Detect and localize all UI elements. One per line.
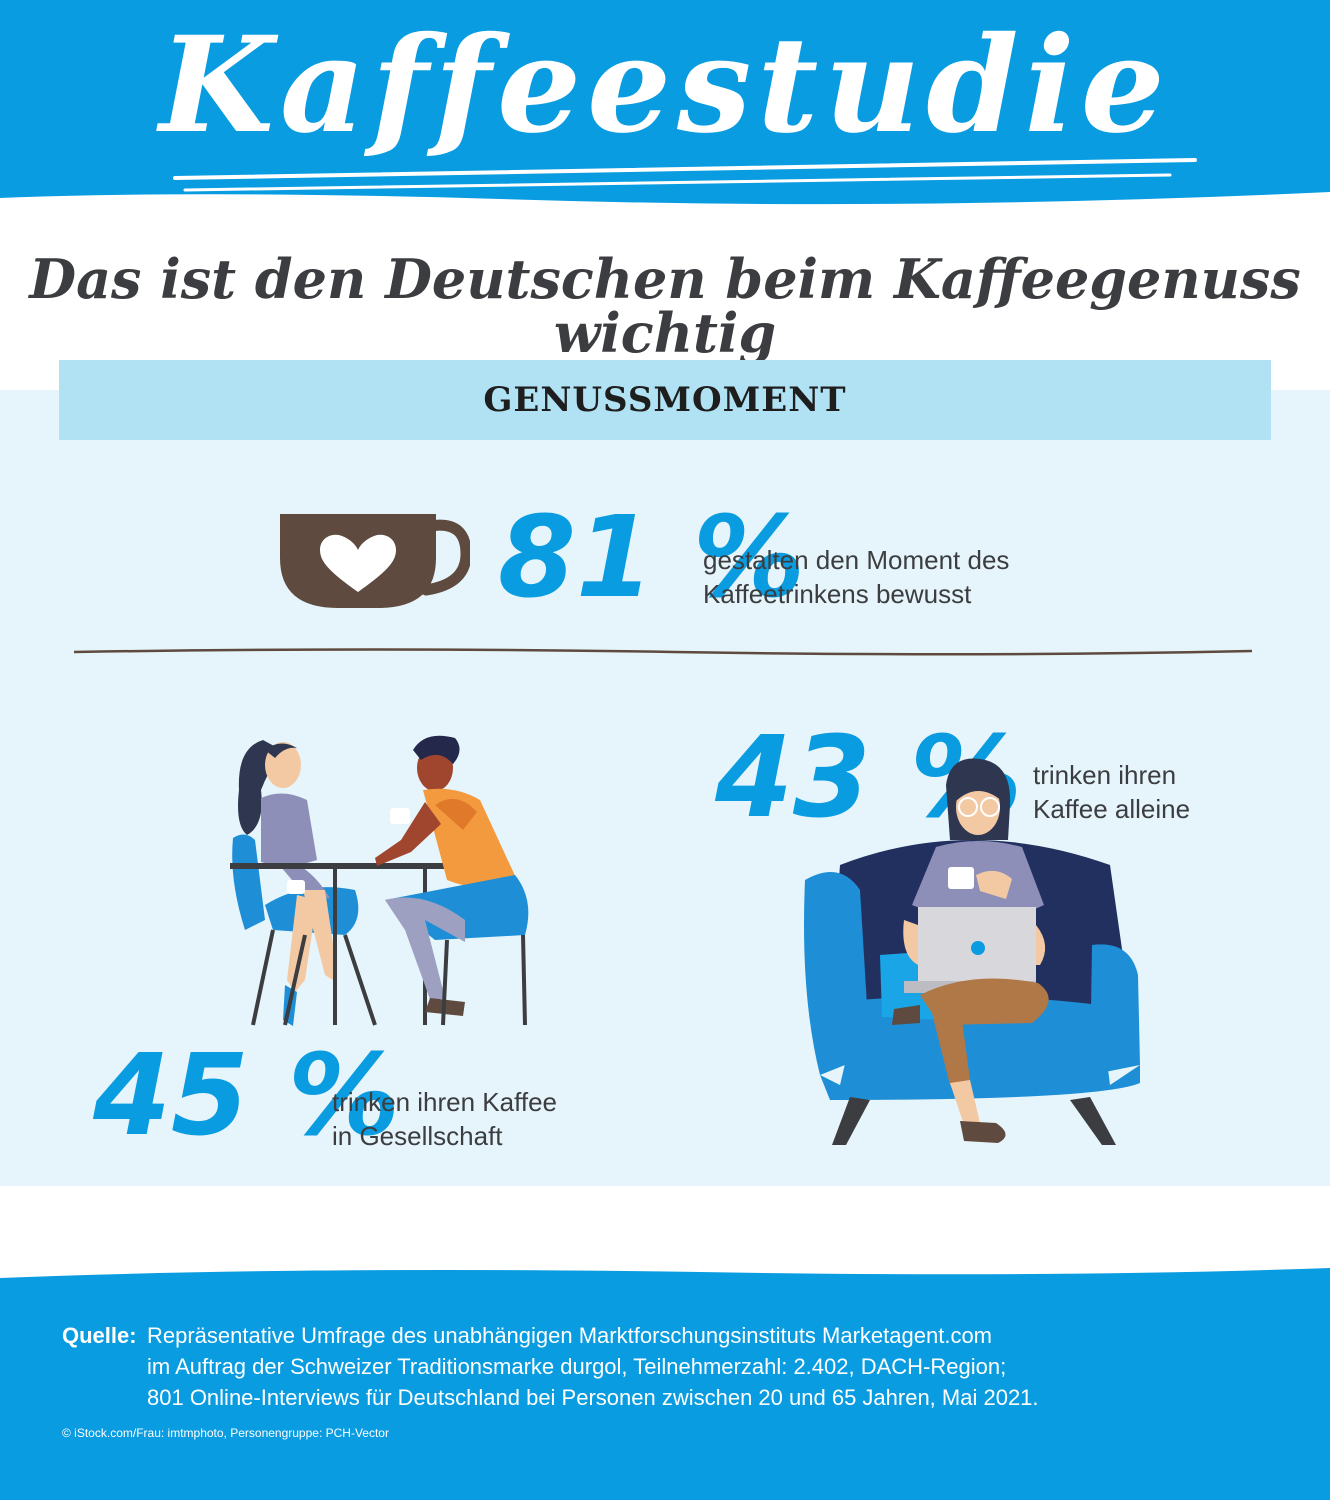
stat-43-line-1: trinken ihren	[1033, 760, 1177, 790]
stat-81-text: gestalten den Moment des Kaffeetrinkens …	[703, 543, 1009, 611]
stat-81-value: 81 %	[498, 493, 806, 623]
source-text: Repräsentative Umfrage des unabhängigen …	[147, 1320, 1039, 1413]
source-line-3: 801 Online-Interviews für Deutschland be…	[147, 1385, 1039, 1410]
stat-43-text: trinken ihren Kaffee alleine	[1033, 758, 1190, 826]
header-band	[0, 0, 1330, 205]
image-credit: © iStock.com/Frau: imtmphoto, Personengr…	[62, 1426, 389, 1440]
stat-45-value: 45 %	[93, 1031, 401, 1161]
main-title: Kaffeestudie	[159, 8, 1171, 163]
source-line-2: im Auftrag der Schweizer Traditionsmarke…	[147, 1354, 1007, 1379]
woman-on-armchair-illustration	[804, 758, 1140, 1145]
source-label: Quelle:	[62, 1323, 137, 1348]
stat-81-line-1: gestalten den Moment des	[703, 545, 1010, 575]
stat-45-text: trinken ihren Kaffee in Gesellschaft	[332, 1085, 557, 1153]
stat-81-line-2: Kaffeetrinkens bewusst	[703, 579, 972, 609]
coffee-mug-heart-icon	[280, 514, 470, 608]
footer-band	[0, 1268, 1330, 1500]
section-title: GENUSSMOMENT	[59, 360, 1271, 440]
stat-45-line-1: trinken ihren Kaffee	[332, 1087, 557, 1117]
stat-43-line-2: Kaffee alleine	[1033, 794, 1191, 824]
source-line-1: Repräsentative Umfrage des unabhängigen …	[147, 1323, 993, 1348]
stat-45-line-2: in Gesellschaft	[332, 1121, 503, 1151]
couple-at-table-illustration	[230, 735, 529, 1026]
subtitle: Das ist den Deutschen beim Kaffeegenuss …	[29, 247, 1301, 365]
divider-line	[74, 648, 1252, 656]
